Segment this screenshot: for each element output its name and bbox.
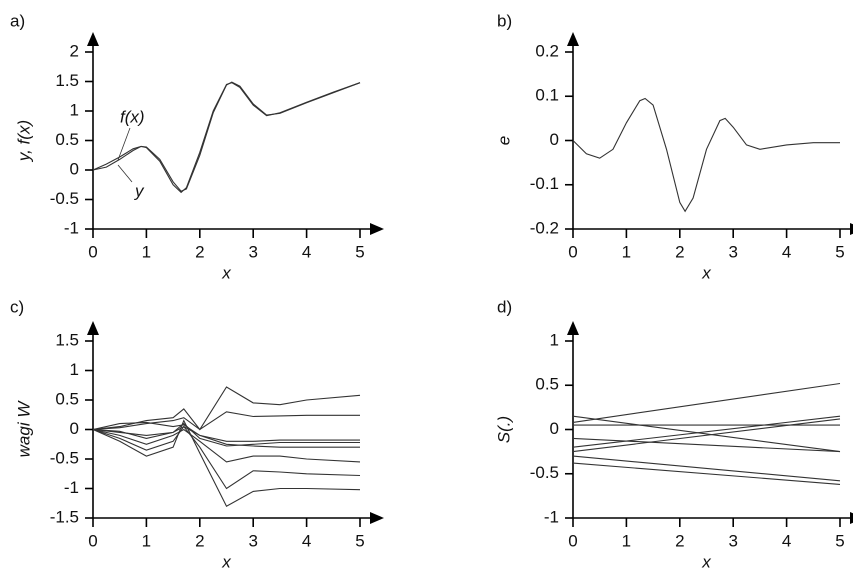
y-tick-label: -0.5 [50, 189, 79, 208]
y-axis-label: e [494, 136, 513, 145]
y-axis-label: y, f(x) [14, 120, 33, 162]
data-line [572, 415, 841, 448]
panel-label: a) [10, 11, 25, 30]
x-tick-label: 1 [622, 242, 631, 261]
x-tick-label: 2 [195, 531, 204, 550]
x-axis-label: x [701, 263, 711, 282]
x-tick-label: 2 [195, 242, 204, 261]
panel-label: d) [497, 297, 512, 316]
y-tick-label: 1 [550, 330, 559, 349]
y-tick-label: 0 [550, 130, 559, 149]
y-tick-label: 1.5 [55, 330, 79, 349]
panel-label: b) [497, 11, 512, 30]
x-tick-label: 5 [355, 531, 364, 550]
y-tick-label: 0.5 [535, 375, 559, 394]
y-arrow [567, 321, 579, 335]
y-tick-label: -1 [64, 218, 79, 237]
data-line [92, 81, 361, 192]
y-tick-label: 0 [550, 419, 559, 438]
x-tick-label: 3 [728, 531, 737, 550]
x-tick-label: 1 [622, 531, 631, 550]
y-arrow [87, 321, 99, 335]
data-line [92, 428, 361, 463]
y-tick-label: 0.2 [535, 41, 559, 60]
x-tick-label: 3 [728, 242, 737, 261]
y-tick-label: 0.5 [55, 389, 79, 408]
y-axis-label: wagi W [14, 400, 33, 458]
data-line [572, 415, 841, 453]
data-line [92, 425, 360, 442]
data-line [92, 421, 360, 448]
y-tick-label: -0.1 [530, 174, 559, 193]
annotation-leader [117, 127, 131, 161]
y-tick-label: -0.2 [530, 218, 559, 237]
y-tick-label: 0.5 [55, 130, 79, 149]
annotation: y [134, 181, 145, 200]
y-tick-label: 0 [70, 159, 79, 178]
annotation: f(x) [120, 107, 145, 126]
y-tick-label: 1 [70, 100, 79, 119]
data-line [572, 97, 840, 213]
data-line [572, 462, 841, 485]
x-tick-label: 4 [782, 242, 791, 261]
y-tick-label: 0.1 [535, 86, 559, 105]
y-tick-label: -1.5 [50, 507, 79, 526]
x-tick-label: 1 [142, 531, 151, 550]
data-line [92, 82, 361, 194]
y-axis-label: S(.) [494, 416, 513, 443]
x-tick-label: 1 [142, 242, 151, 261]
y-arrow [87, 32, 99, 46]
data-line [572, 418, 841, 453]
data-line [572, 382, 841, 423]
x-arrow [850, 223, 853, 235]
x-tick-label: 0 [568, 531, 577, 550]
x-tick-label: 0 [88, 531, 97, 550]
x-arrow [370, 512, 384, 524]
x-arrow [370, 223, 384, 235]
y-tick-label: 0 [70, 419, 79, 438]
y-tick-label: -1 [64, 478, 79, 497]
x-arrow [850, 512, 853, 524]
y-tick-label: 1.5 [55, 71, 79, 90]
x-tick-label: 0 [88, 242, 97, 261]
x-tick-label: 2 [675, 531, 684, 550]
data-line [92, 419, 361, 507]
x-tick-label: 3 [248, 531, 257, 550]
y-arrow [567, 32, 579, 46]
data-line [92, 422, 360, 447]
x-tick-label: 4 [782, 531, 791, 550]
x-tick-label: 5 [355, 242, 364, 261]
x-axis-label: x [701, 552, 711, 571]
y-tick-label: -1 [544, 507, 559, 526]
y-tick-label: -0.5 [50, 448, 79, 467]
data-line [572, 455, 841, 482]
annotation-leader [117, 164, 133, 183]
x-tick-label: 3 [248, 242, 257, 261]
panel-label: c) [10, 297, 24, 316]
data-line [92, 425, 361, 490]
x-tick-label: 0 [568, 242, 577, 261]
x-tick-label: 4 [302, 531, 311, 550]
x-tick-label: 5 [835, 242, 844, 261]
x-tick-label: 4 [302, 242, 311, 261]
y-tick-label: 1 [70, 360, 79, 379]
data-line [572, 437, 841, 453]
y-tick-label: -0.5 [530, 463, 559, 482]
x-tick-label: 5 [835, 531, 844, 550]
x-axis-label: x [221, 552, 231, 571]
x-tick-label: 2 [675, 242, 684, 261]
data-line [92, 411, 360, 431]
x-axis-label: x [221, 263, 231, 282]
y-tick-label: 2 [70, 41, 79, 60]
